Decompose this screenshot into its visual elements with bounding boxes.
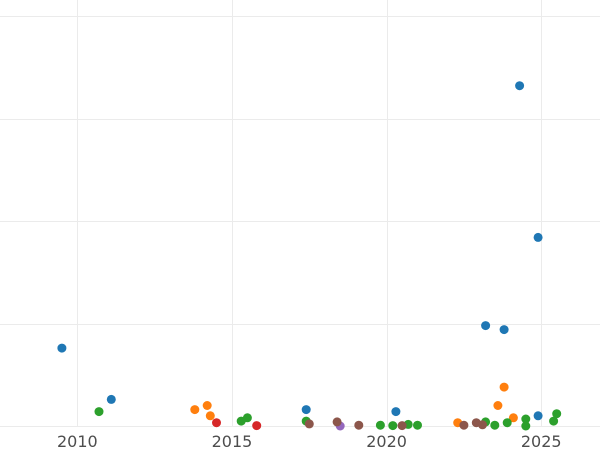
data-point-series-5-0 <box>304 419 314 429</box>
data-point-series-2-9 <box>490 420 500 430</box>
x-tick-labels: 2010 2015 2020 2025 <box>57 432 562 450</box>
data-point-series-0-3 <box>391 407 401 417</box>
data-point-series-1-2 <box>205 411 215 421</box>
data-point-series-0-5 <box>499 325 509 335</box>
data-point-series-2-5 <box>388 421 398 431</box>
data-point-series-2-13 <box>549 416 559 426</box>
data-point-series-1-5 <box>499 382 509 392</box>
data-point-series-2-2 <box>242 413 252 423</box>
data-point-series-0-1 <box>106 394 116 404</box>
data-point-series-5-3 <box>397 421 407 431</box>
data-point-series-5-1 <box>332 417 342 427</box>
data-point-series-0-4 <box>481 321 491 331</box>
data-point-series-1-1 <box>202 401 212 410</box>
data-point-series-0-8 <box>533 411 543 421</box>
x-tick-label: 2015 <box>212 432 253 450</box>
x-tick-label: 2025 <box>521 432 562 450</box>
data-points <box>57 81 562 431</box>
data-point-series-5-4 <box>459 420 469 430</box>
grid <box>0 0 600 427</box>
data-point-series-2-7 <box>413 420 422 430</box>
data-point-series-1-6 <box>508 413 518 423</box>
data-point-series-0-6 <box>515 81 525 91</box>
data-point-series-2-0 <box>94 407 104 417</box>
data-point-series-1-0 <box>190 405 200 415</box>
data-point-series-2-14 <box>552 409 562 419</box>
x-tick-label: 2020 <box>366 432 407 450</box>
data-point-series-5-6 <box>478 420 487 430</box>
data-point-series-2-4 <box>375 420 385 430</box>
data-point-series-0-2 <box>301 405 311 415</box>
data-point-series-3-0 <box>212 418 221 428</box>
data-point-series-2-10 <box>502 418 512 428</box>
data-point-series-0-0 <box>57 343 67 353</box>
data-point-series-5-2 <box>354 420 364 430</box>
data-point-series-0-7 <box>533 232 543 242</box>
x-tick-label: 2010 <box>57 432 98 450</box>
data-point-series-2-11 <box>521 414 531 424</box>
data-point-series-1-4 <box>493 401 503 410</box>
data-point-series-3-1 <box>252 421 262 431</box>
data-point-series-2-12 <box>521 421 531 431</box>
